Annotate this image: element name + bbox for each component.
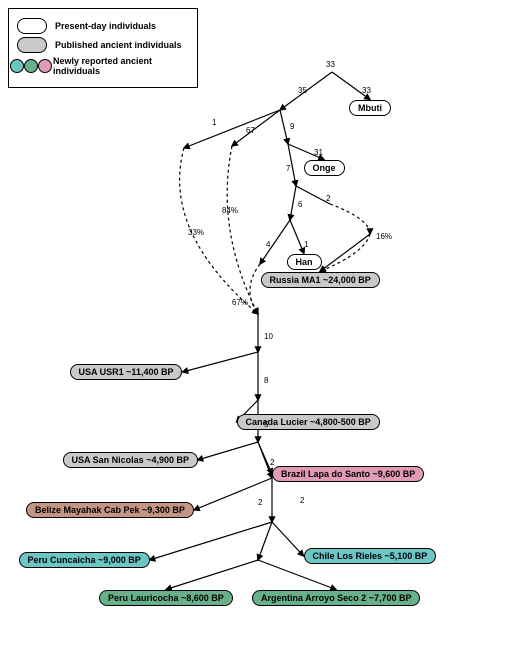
legend: Present-day individuals Published ancien… (8, 8, 198, 88)
edge-label: 2 (258, 498, 262, 507)
edge-label: 2 (300, 496, 304, 505)
legend-label-new: Newly reported ancient individuals (53, 56, 189, 76)
node-sannic: USA San Nicolas ~4,900 BP (63, 452, 198, 469)
edge-label: 2 (270, 458, 274, 467)
node-canada: Canada Lucier ~4,800-500 BP (237, 414, 380, 431)
edge-label: 16% (376, 232, 392, 241)
edge-label: 31 (314, 148, 323, 157)
edge-label: 33% (188, 228, 204, 237)
phylogeny-diagram: { "canvas": { "width": 511, "height": 65… (0, 0, 511, 654)
legend-swatch-published (17, 37, 47, 53)
edge-label: 4 (266, 240, 270, 249)
legend-label-present: Present-day individuals (55, 21, 156, 31)
edge-label: 6 (298, 200, 302, 209)
edge-label: 33 (326, 60, 335, 69)
edge-label: 67 (246, 126, 255, 135)
node-han: Han (287, 254, 322, 271)
edge-label: 84% (222, 206, 238, 215)
legend-swatch-present (17, 18, 47, 34)
edge-label: 1 (212, 118, 216, 127)
node-mbuti: Mbuti (349, 100, 391, 117)
node-lauri: Peru Lauricocha ~8,600 BP (99, 590, 233, 607)
legend-row-present: Present-day individuals (17, 18, 189, 34)
edge-label: 9 (290, 122, 294, 131)
edge-label: 10 (264, 332, 273, 341)
node-cuncaicha: Peru Cuncaicha ~9,000 BP (19, 552, 150, 569)
edge-label: 7 (286, 164, 290, 173)
legend-row-new: Newly reported ancient individuals (17, 56, 189, 76)
legend-dot-2 (24, 59, 38, 73)
node-onge: Onge (304, 160, 345, 177)
edge-label: 5 (264, 420, 268, 429)
legend-dot-1 (10, 59, 24, 73)
node-usr1: USA USR1 ~11,400 BP (70, 364, 183, 381)
legend-label-published: Published ancient individuals (55, 40, 182, 50)
legend-dot-3 (38, 59, 52, 73)
legend-dots (17, 59, 45, 73)
edge-label: 2 (326, 194, 330, 203)
edge-label: 33 (362, 86, 371, 95)
node-arroyo: Argentina Arroyo Seco 2 ~7,700 BP (252, 590, 420, 607)
legend-row-published: Published ancient individuals (17, 37, 189, 53)
edge-label: 35 (298, 86, 307, 95)
edge-label: 8 (264, 376, 268, 385)
edge-label: 1 (304, 240, 308, 249)
node-lapa: Brazil Lapa do Santo ~9,600 BP (272, 466, 424, 483)
node-rieles: Chile Los Rieles ~5,100 BP (304, 548, 437, 565)
node-russia: Russia MA1 ~24,000 BP (261, 272, 380, 289)
node-belize: Belize Mayahak Cab Pek ~9,300 BP (26, 502, 194, 519)
edge-label: 67% (232, 298, 248, 307)
